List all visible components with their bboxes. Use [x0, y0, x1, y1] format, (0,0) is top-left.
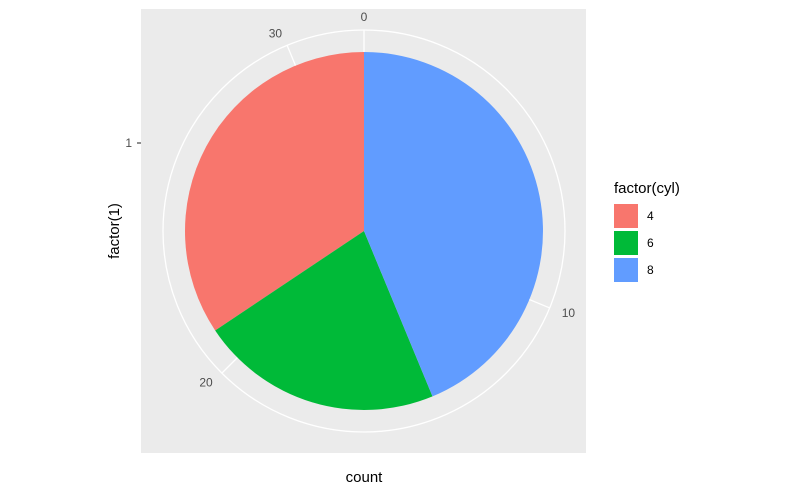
legend-key-8	[614, 258, 638, 282]
legend: factor(cyl) 4 6 8	[614, 180, 680, 282]
legend-entries: 4 6 8	[614, 204, 654, 282]
pie-slice-8	[364, 52, 543, 397]
legend-key-4	[614, 204, 638, 228]
pie-slice-6	[215, 231, 433, 410]
slice-layer	[185, 52, 543, 410]
radial-tick-label-10: 10	[562, 306, 576, 320]
x-axis-title: count	[346, 469, 384, 486]
y-tick-label: 1	[125, 136, 132, 150]
legend-key-6	[614, 231, 638, 255]
radial-tick-label-0: 0	[361, 10, 368, 24]
radial-tick-label-30: 30	[269, 26, 283, 40]
pie-slice-4	[185, 52, 364, 331]
radial-ticks: 0 10 20 30	[199, 10, 575, 389]
legend-title: factor(cyl)	[614, 180, 680, 197]
legend-label-6: 6	[647, 236, 654, 250]
y-axis-title: factor(1)	[106, 203, 123, 259]
legend-label-4: 4	[647, 209, 654, 223]
radial-tick-label-20: 20	[199, 375, 213, 389]
legend-label-8: 8	[647, 263, 654, 277]
